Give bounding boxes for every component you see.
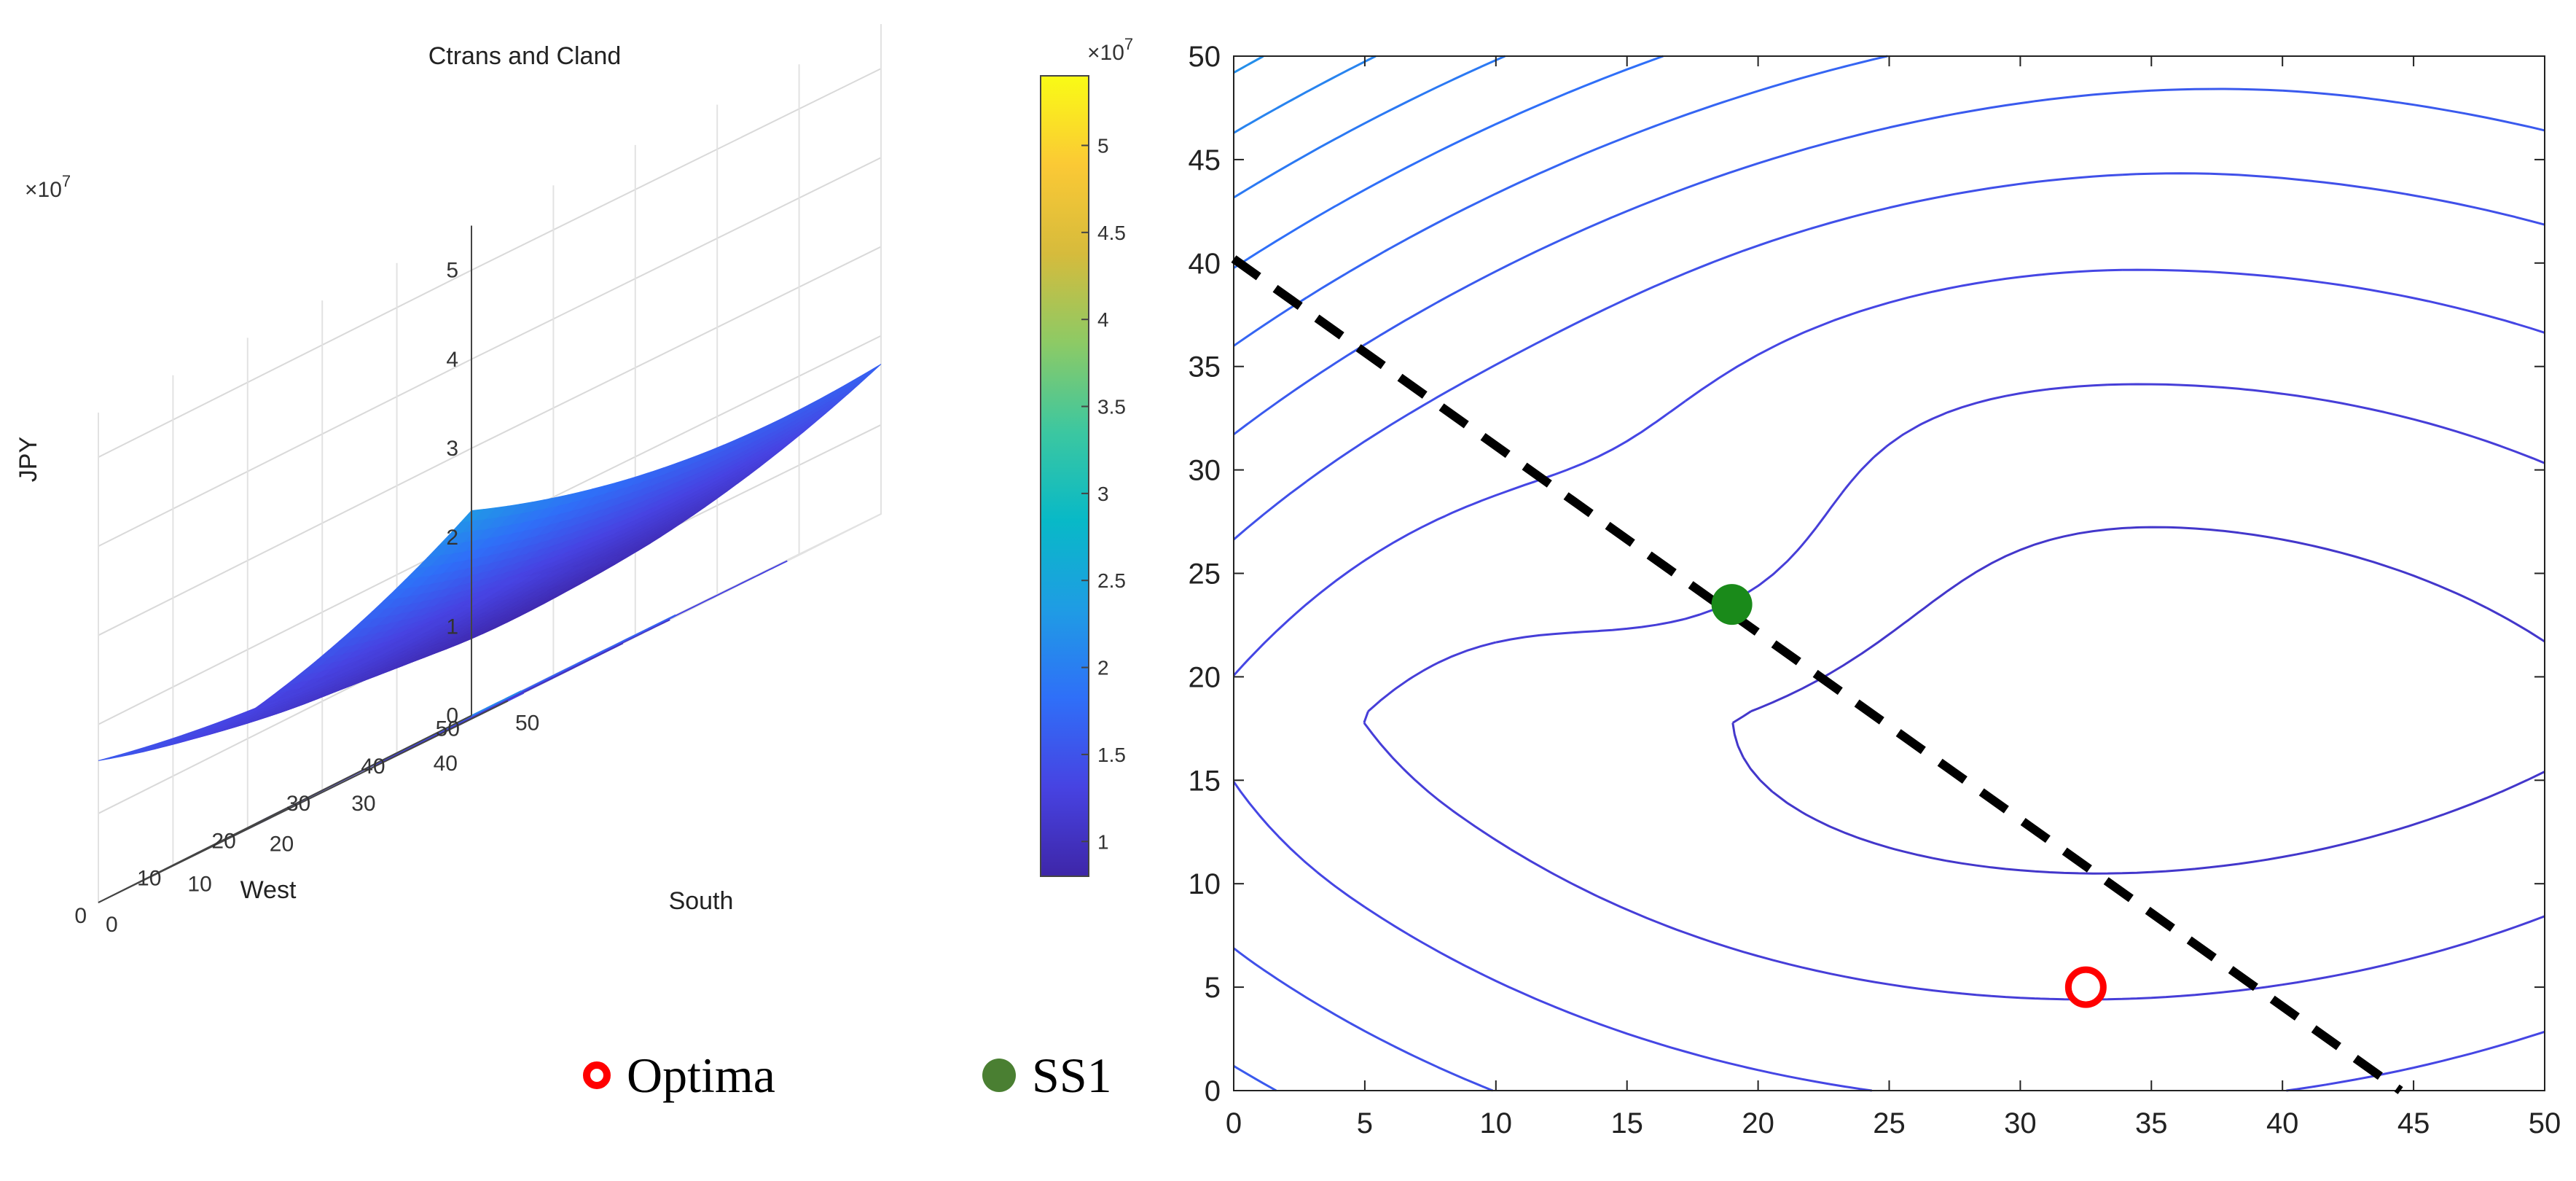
- legend-item-ss1: SS1: [982, 1039, 1112, 1112]
- x-tick-label: 10: [1480, 1107, 1513, 1139]
- x-tick-label: 20: [1742, 1107, 1774, 1139]
- colorbar-tick-label: 5: [1097, 134, 1109, 157]
- contour-line: [1731, 526, 2545, 875]
- legend-label-optima: Optima: [627, 1047, 775, 1103]
- contour-chart: 0 5 10 15 20 25 30 35 40 45 50 0 5 10 15 20 25 30 35 40 45 50: [1189, 41, 2561, 1139]
- surface-title: Ctrans and Cland: [428, 42, 622, 70]
- y-tick-label: 25: [1189, 558, 1221, 590]
- contour-lines: [1232, 55, 2545, 1092]
- west-tick-label: 20: [211, 829, 235, 853]
- west-tick-label: 40: [361, 755, 385, 779]
- x-tick-label: 25: [1873, 1107, 1906, 1139]
- colorbar-tick-label: 3.5: [1097, 396, 1126, 418]
- y-tick-label: 5: [1205, 972, 1221, 1004]
- y-tick-label: 45: [1189, 144, 1221, 176]
- z-tick-label: 4: [446, 348, 458, 372]
- x-tick-label: 5: [1357, 1107, 1373, 1139]
- colorbar-tick-label: 1.5: [1097, 744, 1126, 766]
- z-tick-label: 5: [446, 259, 458, 283]
- plot-frame: [1233, 55, 2545, 1091]
- dashed-boundary-line: [1231, 255, 2403, 1094]
- contour-chart-panel: 0 5 10 15 20 25 30 35 40 45 50 0 5 10 15 20 25 30 35 40 45 50: [1159, 0, 2576, 1177]
- y-tick-label: 50: [1189, 41, 1221, 73]
- x-tick-label: 30: [2004, 1107, 2037, 1139]
- surface-y-label: West: [240, 876, 297, 904]
- surface-x-label: South: [669, 887, 734, 915]
- y-tick-label: 15: [1189, 765, 1221, 797]
- contour-line: [1232, 172, 2545, 1092]
- x-tick-label: 0: [1226, 1107, 1242, 1139]
- contour-line: [1233, 55, 1888, 347]
- south-tick-label: 40: [434, 752, 458, 776]
- y-tick-label: 0: [1205, 1075, 1221, 1107]
- south-axis-line: [98, 700, 509, 903]
- surface-chart-panel: 0 1 2 3 4 5 0 10 20 30 40 50 0 10 20 30 40 50 1 1.5 2 2.5 3 3.…: [0, 0, 1166, 1177]
- legend-label-ss1: SS1: [1032, 1047, 1112, 1103]
- x-tick-label: 45: [2397, 1107, 2430, 1139]
- surface-z-label: JPY: [15, 437, 42, 482]
- contour-line: [1232, 268, 2545, 1092]
- ss1-marker: [1711, 584, 1753, 625]
- west-tick-label: 50: [436, 717, 460, 741]
- colorbar-exponent: ×107: [1087, 35, 1133, 65]
- colorbar-tick-label: 4.5: [1097, 222, 1126, 244]
- contour-line: [1233, 55, 1264, 74]
- colorbar: 1 1.5 2 2.5 3 3.5 4 4.5 5: [1040, 75, 1126, 877]
- y-tick-label: 20: [1189, 661, 1221, 693]
- contour-line: [1233, 87, 2545, 1092]
- colorbar-tick-label: 4: [1097, 308, 1109, 331]
- contour-axes: 0 5 10 15 20 25 30 35 40 45 50 0 5 10 15 20 25 30 35 40 45 50: [1189, 41, 2561, 1139]
- contour-overlay: [1231, 255, 2403, 1094]
- south-tick-label: 50: [515, 712, 539, 736]
- back-wall-west: [471, 24, 881, 716]
- south-tick-label: 30: [351, 792, 375, 816]
- surface-facet: [98, 755, 122, 761]
- legend: Optima SS1: [583, 1039, 1166, 1126]
- x-tick-label: 15: [1610, 1107, 1643, 1139]
- z-tick-label: 1: [446, 615, 458, 639]
- open-circle-marker-icon: [583, 1061, 611, 1089]
- west-tick-label: 10: [137, 867, 161, 891]
- contour-line: [1233, 55, 1664, 269]
- contour-line: [1233, 55, 1377, 134]
- west-tick-label: 30: [286, 792, 310, 816]
- south-tick-label: 20: [270, 832, 294, 856]
- z-tick-label: 2: [446, 526, 458, 550]
- x-tick-label: 35: [2135, 1107, 2168, 1139]
- optima-marker: [2064, 966, 2107, 1008]
- surface-mesh: [98, 364, 882, 761]
- y-tick-label: 35: [1189, 351, 1221, 383]
- z-tick-label: 0: [446, 704, 458, 728]
- contour-line: [1363, 383, 2545, 1001]
- colorbar-gradient: [1040, 75, 1089, 877]
- surface-z-exponent: ×107: [25, 172, 71, 202]
- south-tick-label: 0: [106, 913, 118, 937]
- south-tick-label: 10: [187, 873, 211, 897]
- legend-item-optima: Optima: [583, 1039, 775, 1112]
- colorbar-tick-label: 1: [1097, 830, 1109, 853]
- y-gridline: [98, 413, 509, 904]
- y-tick-label: 30: [1189, 455, 1221, 487]
- filled-circle-marker-icon: [982, 1059, 1016, 1092]
- x-gridline: [98, 225, 472, 903]
- west-tick-label: 0: [74, 904, 87, 928]
- colorbar-tick-label: 2: [1097, 657, 1109, 679]
- colorbar-tick-label: 3: [1097, 483, 1109, 505]
- colorbar-tick-label: 2.5: [1097, 569, 1126, 592]
- y-tick-label: 40: [1189, 248, 1221, 280]
- x-tick-label: 50: [2529, 1107, 2561, 1139]
- y-tick-label: 10: [1189, 868, 1221, 900]
- contour-line: [1233, 55, 1506, 199]
- z-tick-label: 3: [446, 437, 458, 461]
- x-tick-label: 40: [2266, 1107, 2299, 1139]
